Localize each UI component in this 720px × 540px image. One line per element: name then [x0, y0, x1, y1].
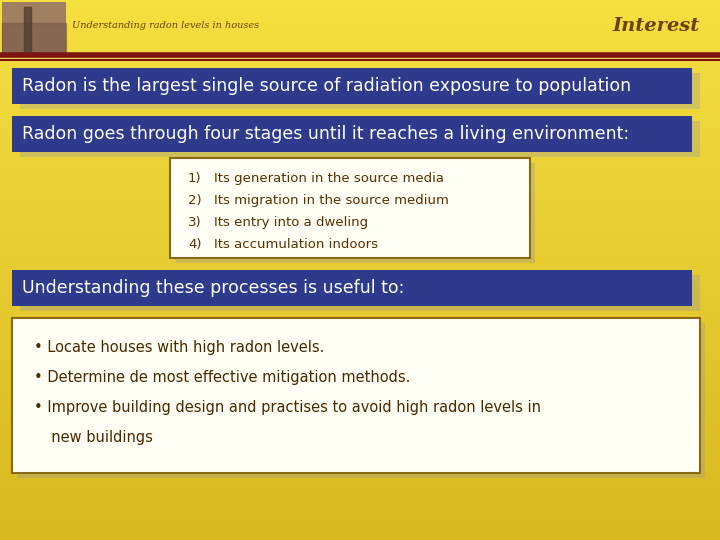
Bar [175, 163, 535, 263]
Text: • Improve building design and practises to avoid high radon levels in: • Improve building design and practises … [34, 400, 541, 415]
Text: 1): 1) [188, 172, 202, 185]
Bar [17, 323, 705, 478]
Text: 3): 3) [188, 216, 202, 229]
Text: new buildings: new buildings [42, 430, 153, 445]
Bar [170, 158, 530, 258]
Bar [12, 116, 692, 152]
Text: • Locate houses with high radon levels.: • Locate houses with high radon levels. [34, 340, 325, 355]
Text: Its accumulation indoors: Its accumulation indoors [214, 238, 378, 251]
Text: Its entry into a dweling: Its entry into a dweling [214, 216, 368, 229]
Bar [12, 270, 692, 306]
Bar [20, 73, 700, 109]
Text: Its migration in the source medium: Its migration in the source medium [214, 194, 449, 207]
Text: Interest: Interest [613, 17, 700, 35]
Bar [20, 121, 700, 157]
Text: Radon goes through four stages until it reaches a living environment:: Radon goes through four stages until it … [22, 125, 629, 143]
Bar [2, 2, 66, 54]
Bar [12, 68, 692, 104]
Text: 4): 4) [188, 238, 202, 251]
Text: • Determine de most effective mitigation methods.: • Determine de most effective mitigation… [34, 370, 410, 385]
Text: Understanding these processes is useful to:: Understanding these processes is useful … [22, 279, 405, 297]
Text: Understanding radon levels in houses: Understanding radon levels in houses [72, 22, 259, 30]
Text: Radon is the largest single source of radiation exposure to population: Radon is the largest single source of ra… [22, 77, 631, 95]
Bar [12, 318, 700, 473]
Text: Its generation in the source media: Its generation in the source media [214, 172, 444, 185]
Bar [20, 275, 700, 311]
Text: 2): 2) [188, 194, 202, 207]
